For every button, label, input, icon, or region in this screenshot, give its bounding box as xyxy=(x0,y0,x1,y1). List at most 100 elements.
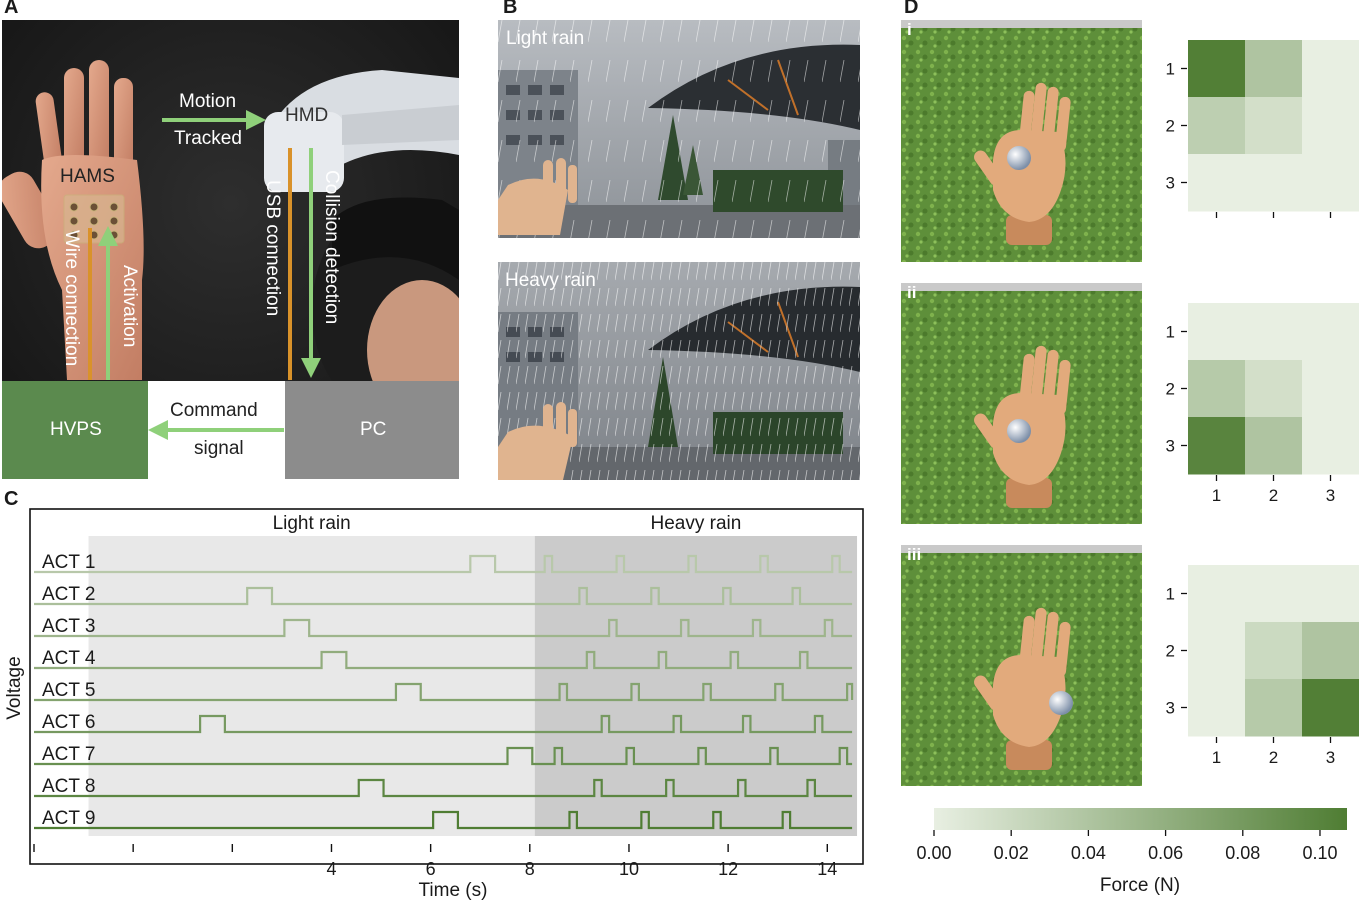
colorbar-tick-label: 0.08 xyxy=(1225,843,1260,863)
panel-a-system-diagram: Motion Tracked HMD HAMS Wire connection … xyxy=(2,20,459,479)
y-tick-label: 3 xyxy=(1166,437,1175,456)
panel-label-d: D xyxy=(904,0,919,18)
heatmap-cell xyxy=(1188,303,1246,361)
voltage-trace xyxy=(34,554,853,574)
x-tick-label: 10 xyxy=(619,859,639,879)
heatmap-cell xyxy=(1245,360,1303,418)
heatmap-cell xyxy=(1245,679,1303,737)
voltage-trace xyxy=(34,810,853,830)
signal-label: signal xyxy=(194,438,244,459)
series-label: ACT 7 xyxy=(42,744,96,765)
heatmap-cell xyxy=(1188,679,1246,737)
x-tick-label: 3 xyxy=(1326,486,1335,505)
x-tick-label: 4 xyxy=(326,859,336,879)
y-tick-label: 1 xyxy=(1166,323,1175,342)
heatmap-cell xyxy=(1188,565,1246,623)
panel-label-b: B xyxy=(503,0,518,18)
heatmap-cell xyxy=(1245,154,1303,212)
heatmap-cell xyxy=(1302,679,1359,737)
heatmap-cell xyxy=(1245,417,1303,475)
panel-a-arrows xyxy=(88,110,321,380)
light-rain-scene: Light rain xyxy=(498,20,860,238)
trace-act-4: ACT 4 xyxy=(34,648,853,670)
grass-scene-i-image xyxy=(901,20,1142,262)
light-rain-scene-image xyxy=(498,20,860,238)
y-tick-label: 1 xyxy=(1166,60,1175,79)
hvps-label: HVPS xyxy=(50,419,102,440)
colorbar-tick-label: 0.02 xyxy=(994,843,1029,863)
heatmap-cell xyxy=(1188,417,1246,475)
command-signal-arrow-layer xyxy=(148,420,284,440)
pc-box xyxy=(285,381,459,479)
heatmap-cell xyxy=(1302,40,1359,98)
series-label: ACT 6 xyxy=(42,712,96,733)
region-light-rain xyxy=(88,536,535,836)
force-colorbar: 0.00 0.02 0.04 0.06 0.08 0.10 Force (N) xyxy=(916,808,1347,896)
colorbar-tick-label: 0.00 xyxy=(916,843,951,863)
sub-label-ii: ii xyxy=(907,283,917,302)
grass-scene-i: i xyxy=(901,20,1142,262)
trace-act-9: ACT 9 xyxy=(34,808,853,830)
heatmap-cell xyxy=(1188,154,1246,212)
x-tick-label: 3 xyxy=(1326,748,1335,767)
x-tick-label: 6 xyxy=(426,859,436,879)
x-axis-label: Time (s) xyxy=(419,880,488,901)
heatmap-iii: 1 2 3 1 2 3 xyxy=(1166,565,1359,767)
heatmap-cell xyxy=(1302,154,1359,212)
heatmap-cell xyxy=(1245,97,1303,155)
y-tick-label: 3 xyxy=(1166,699,1175,718)
grass-scene-ii-image xyxy=(901,283,1142,524)
heavy-rain-label: Heavy rain xyxy=(505,270,596,291)
voltage-trace xyxy=(34,714,853,734)
voltage-trace xyxy=(34,586,853,606)
grass-scene-iii-image xyxy=(901,545,1142,786)
series-label: ACT 5 xyxy=(42,680,96,701)
x-tick-label: 12 xyxy=(718,859,738,879)
heatmap-cell xyxy=(1245,40,1303,98)
trace-act-2: ACT 2 xyxy=(34,584,853,606)
x-tick-label: 3 xyxy=(1326,223,1335,225)
trace-act-6: ACT 6 xyxy=(34,712,853,734)
series-label: ACT 4 xyxy=(42,648,96,669)
hmd-label: HMD xyxy=(285,105,329,126)
y-tick-label: 3 xyxy=(1166,174,1175,193)
heatmap-cell xyxy=(1302,565,1359,623)
x-tick-label: 2 xyxy=(1269,486,1278,505)
heatmap-i: 1 2 3 1 2 3 xyxy=(1166,40,1359,225)
tracked-label: Tracked xyxy=(174,128,242,149)
heavy-rain-scene: Heavy rain xyxy=(498,262,860,480)
virtual-hand xyxy=(974,345,1071,508)
heavy-rain-scene-image xyxy=(498,262,860,480)
panel-label-a: A xyxy=(4,0,19,18)
trace-act-3: ACT 3 xyxy=(34,616,853,638)
heatmap-cell xyxy=(1188,622,1246,680)
heatmap-ii: 1 2 3 1 2 3 xyxy=(1166,303,1359,505)
heatmap-cell xyxy=(1302,303,1359,361)
command-label: Command xyxy=(170,400,258,421)
usb-connection-label: USB connection xyxy=(262,180,283,317)
virtual-hand-heavy xyxy=(498,402,577,480)
series-label: ACT 9 xyxy=(42,808,96,829)
voltage-trace xyxy=(34,746,853,766)
series-label: ACT 1 xyxy=(42,552,96,573)
heatmap-cell xyxy=(1188,40,1246,98)
virtual-ball xyxy=(1007,419,1031,443)
series-label: ACT 2 xyxy=(42,584,96,605)
y-tick-label: 2 xyxy=(1166,117,1175,136)
x-tick-label: 1 xyxy=(1212,748,1221,767)
colorbar-tick-label: 0.06 xyxy=(1148,843,1183,863)
y-tick-label: 2 xyxy=(1166,380,1175,399)
x-tick-label: 1 xyxy=(1212,223,1221,225)
voltage-timing-chart: Light rain Heavy rain ACT 1 ACT 2 ACT 3 ACT … xyxy=(4,508,864,901)
trace-act-5: ACT 5 xyxy=(34,680,854,702)
hmd-device-photo xyxy=(264,70,459,192)
collision-detection-label: Collision detection xyxy=(321,170,342,325)
y-axis-label: Voltage xyxy=(4,656,25,719)
heatmap-cell xyxy=(1245,622,1303,680)
panel-label-c: C xyxy=(4,488,19,510)
grass-scene-ii: ii xyxy=(901,283,1142,524)
grass-scene-iii: iii xyxy=(901,545,1142,786)
region-label-heavy-rain: Heavy rain xyxy=(650,513,741,534)
series-label: ACT 8 xyxy=(42,776,96,797)
heatmap-cell xyxy=(1302,360,1359,418)
